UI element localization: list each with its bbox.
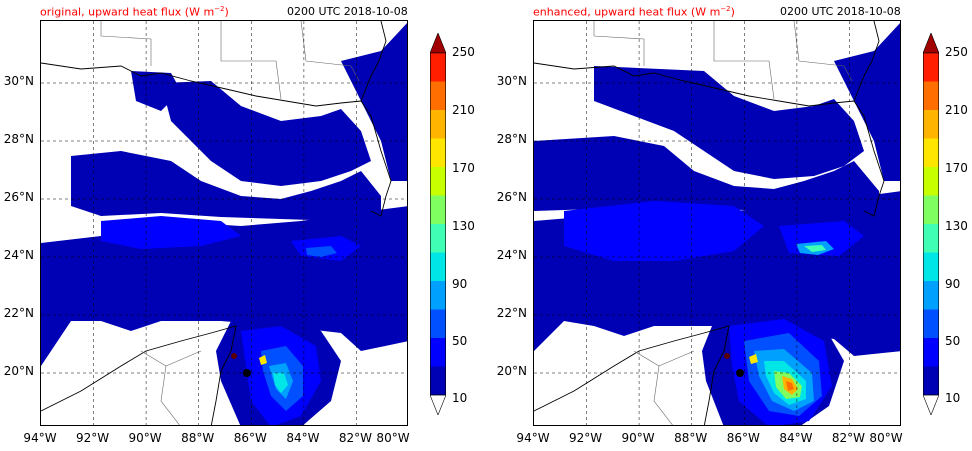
colorbar-tick-label: 90	[945, 277, 961, 291]
colorbar-segment	[923, 224, 939, 253]
colorbar-segment	[923, 366, 939, 396]
colorbar-tick-label: 250	[945, 45, 968, 59]
lon-tick-label: 88°W	[181, 431, 215, 445]
lon-tick-label: 84°W	[286, 431, 320, 445]
lat-tick-label: 22°N	[496, 306, 527, 320]
colorbar-segment	[430, 195, 446, 225]
colorbar-segment	[430, 138, 446, 168]
panel-time-label: 0200 UTC 2018-10-08	[287, 5, 408, 18]
lon-tick-label: 80°W	[869, 431, 903, 445]
lat-tick-label: 30°N	[496, 74, 527, 88]
lat-tick-label: 20°N	[3, 364, 34, 378]
colorbar-tick-label: 50	[452, 334, 468, 348]
colorbar-segment	[430, 309, 446, 339]
lat-tick-label: 20°N	[496, 364, 527, 378]
colorbar-segment	[923, 195, 939, 225]
lat-tick-label: 26°N	[3, 190, 34, 204]
colorbar-segment	[430, 167, 446, 196]
storm-markers	[724, 353, 744, 377]
boundaries	[100, 21, 360, 425]
colorbar-segment	[923, 281, 939, 310]
heat-flux-map[interactable]	[40, 20, 408, 426]
lon-tick-label: 88°W	[674, 431, 708, 445]
lat-tick-label: 30°N	[3, 74, 34, 88]
colorbar-tick-label: 130	[452, 219, 475, 233]
colorbar-tick-label: 50	[945, 334, 961, 348]
panel-time-label: 0200 UTC 2018-10-08	[780, 5, 901, 18]
lon-tick-label: 90°W	[621, 431, 655, 445]
colorbar-tick-label: 250	[452, 45, 475, 59]
lat-tick-label: 26°N	[496, 190, 527, 204]
lon-tick-label: 92°W	[76, 431, 110, 445]
lon-tick-label: 90°W	[128, 431, 162, 445]
lon-tick-label: 82°W	[831, 431, 865, 445]
lat-tick-label: 28°N	[3, 132, 34, 146]
colorbar-segment	[430, 53, 446, 82]
colorbar-extend-bottom	[923, 394, 939, 415]
panel-title: original, upward heat flux (W m−2)	[40, 5, 229, 19]
heat-flux-map[interactable]	[533, 20, 901, 426]
colorbar-tick-label: 210	[945, 103, 968, 117]
lat-tick-label: 28°N	[496, 132, 527, 146]
panel-enhanced: enhanced, upward heat flux (W m−2) 0200 …	[493, 0, 972, 451]
graticule	[534, 21, 900, 425]
colorbar	[430, 33, 446, 415]
colorbar-tick-label: 90	[452, 277, 468, 291]
heat-flux-field	[534, 23, 900, 425]
lon-tick-label: 82°W	[338, 431, 372, 445]
colorbar-segment	[430, 81, 446, 111]
colorbar-frame	[923, 52, 939, 396]
map-canvas	[41, 21, 407, 425]
colorbar-segment	[430, 338, 446, 367]
lat-tick-label: 24°N	[496, 248, 527, 262]
lat-tick-label: 22°N	[3, 306, 34, 320]
map-canvas	[534, 21, 900, 425]
coastlines	[534, 21, 885, 425]
colorbar-tick-label: 170	[945, 161, 968, 175]
colorbar-tick-label: 130	[945, 219, 968, 233]
colorbar-segment	[923, 252, 939, 282]
lon-tick-label: 92°W	[569, 431, 603, 445]
colorbar-segment	[430, 224, 446, 253]
colorbar-extend-top	[430, 33, 446, 54]
graticule	[41, 21, 407, 425]
lon-tick-label: 86°W	[233, 431, 267, 445]
storm-markers	[231, 353, 251, 377]
colorbar-extend-top	[923, 33, 939, 54]
colorbar-segment	[923, 309, 939, 339]
heat-flux-field	[41, 23, 407, 425]
colorbar	[923, 33, 939, 415]
colorbar-frame	[430, 52, 446, 396]
colorbar-segment	[430, 366, 446, 396]
colorbar-segment	[923, 167, 939, 196]
colorbar-tick-label: 210	[452, 103, 475, 117]
colorbar-segment	[923, 138, 939, 168]
panel-original: original, upward heat flux (W m−2) 0200 …	[3, 5, 475, 445]
colorbar-segment	[923, 110, 939, 139]
lon-tick-label: 86°W	[726, 431, 760, 445]
colorbar-segment	[923, 53, 939, 82]
colorbar-tick-label: 10	[945, 391, 961, 405]
lat-tick-label: 24°N	[3, 248, 34, 262]
lon-tick-label: 94°W	[23, 431, 57, 445]
boundaries	[593, 21, 853, 425]
colorbar-segment	[923, 338, 939, 367]
colorbar-segment	[430, 252, 446, 282]
colorbar-segment	[430, 281, 446, 310]
colorbar-segment	[923, 81, 939, 111]
colorbar-segment	[430, 110, 446, 139]
coastlines	[41, 21, 392, 425]
lon-tick-label: 84°W	[779, 431, 813, 445]
panel-title: enhanced, upward heat flux (W m−2)	[533, 5, 735, 19]
colorbar-tick-label: 10	[452, 391, 468, 405]
colorbar-tick-label: 170	[452, 161, 475, 175]
lon-tick-label: 94°W	[516, 431, 550, 445]
colorbar-extend-bottom	[430, 394, 446, 415]
lon-tick-label: 80°W	[376, 431, 410, 445]
